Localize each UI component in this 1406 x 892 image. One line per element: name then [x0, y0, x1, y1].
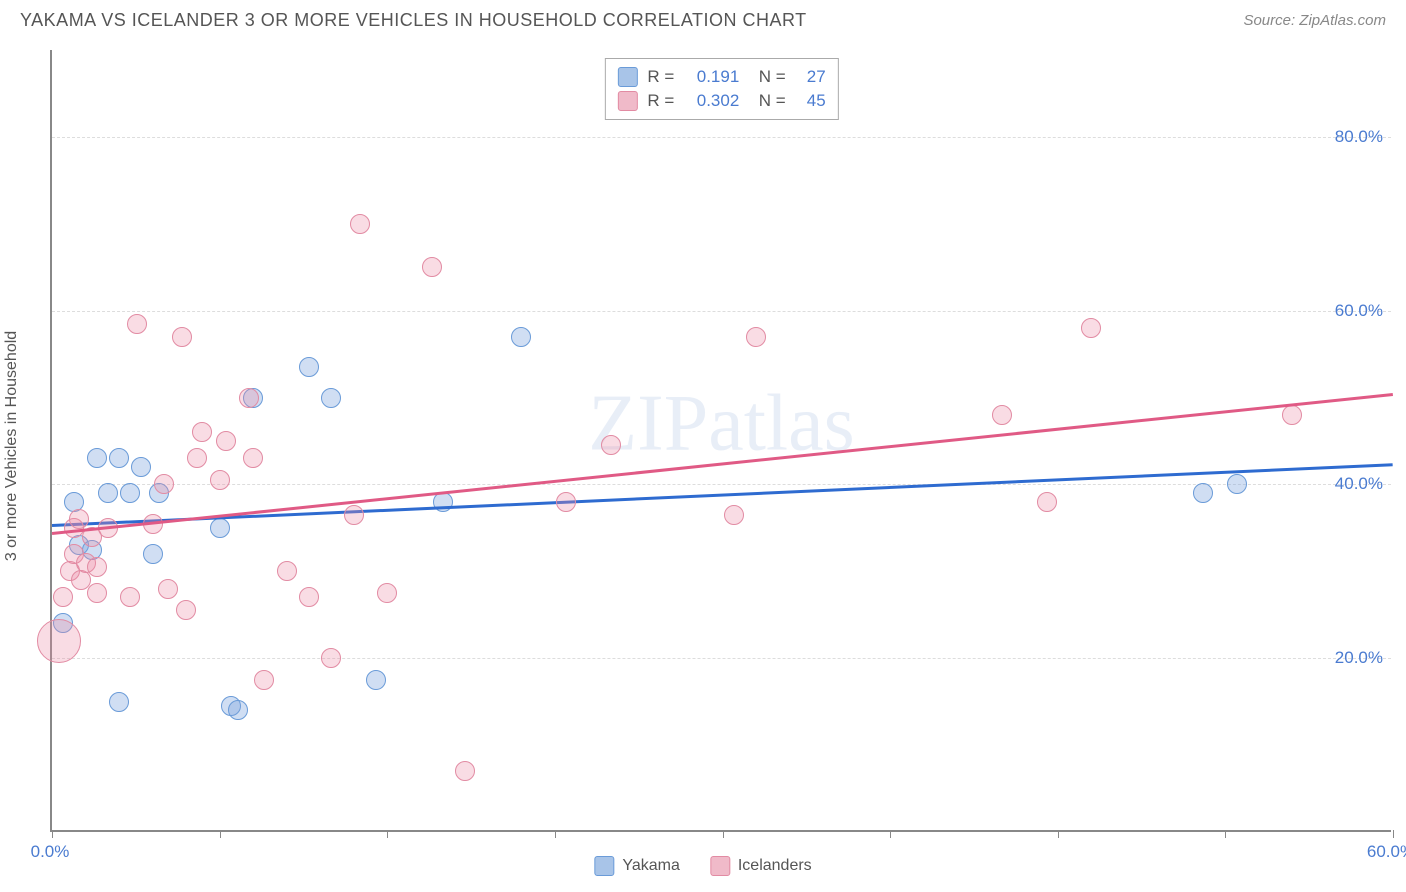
data-point	[1282, 405, 1302, 425]
data-point	[87, 448, 107, 468]
watermark-text: ZIPatlas	[588, 379, 855, 470]
x-tick	[555, 830, 556, 838]
data-point	[120, 587, 140, 607]
data-point	[556, 492, 576, 512]
data-point	[321, 648, 341, 668]
data-point	[243, 448, 263, 468]
series-swatch	[617, 67, 637, 87]
r-label: R =	[647, 91, 674, 111]
data-point	[53, 587, 73, 607]
data-point	[350, 214, 370, 234]
series-swatch	[617, 91, 637, 111]
x-tick	[387, 830, 388, 838]
x-tick	[220, 830, 221, 838]
data-point	[187, 448, 207, 468]
n-value: 45	[796, 91, 826, 111]
data-point	[143, 544, 163, 564]
gridline	[52, 311, 1391, 312]
data-point	[87, 583, 107, 603]
data-point	[1227, 474, 1247, 494]
data-point	[377, 583, 397, 603]
data-point	[422, 257, 442, 277]
data-point	[131, 457, 151, 477]
gridline	[52, 484, 1391, 485]
n-value: 27	[796, 67, 826, 87]
legend-swatch	[710, 856, 730, 876]
legend-swatch	[594, 856, 614, 876]
data-point	[724, 505, 744, 525]
data-point	[210, 518, 230, 538]
y-tick-label: 60.0%	[1335, 301, 1383, 321]
data-point	[1081, 318, 1101, 338]
data-point	[254, 670, 274, 690]
data-point	[746, 327, 766, 347]
data-point	[992, 405, 1012, 425]
gridline	[52, 137, 1391, 138]
x-tick	[723, 830, 724, 838]
legend-item: Yakama	[594, 856, 680, 876]
data-point	[299, 587, 319, 607]
data-point	[172, 327, 192, 347]
legend-label: Yakama	[622, 857, 680, 875]
x-tick	[890, 830, 891, 838]
n-label: N =	[749, 67, 785, 87]
data-point	[69, 509, 89, 529]
data-point	[321, 388, 341, 408]
r-value: 0.302	[684, 91, 739, 111]
data-point	[87, 557, 107, 577]
stats-row: R = 0.302 N = 45	[617, 89, 825, 113]
header: YAKAMA VS ICELANDER 3 OR MORE VEHICLES I…	[0, 0, 1406, 39]
data-point	[109, 448, 129, 468]
data-point	[154, 474, 174, 494]
data-point	[1193, 483, 1213, 503]
trend-line	[52, 463, 1393, 526]
data-point	[98, 483, 118, 503]
x-tick	[52, 830, 53, 838]
y-tick-label: 20.0%	[1335, 648, 1383, 668]
data-point	[158, 579, 178, 599]
data-point	[344, 505, 364, 525]
legend-item: Icelanders	[710, 856, 812, 876]
data-point	[210, 470, 230, 490]
x-tick	[1058, 830, 1059, 838]
data-point	[216, 431, 236, 451]
stats-row: R = 0.191 N = 27	[617, 65, 825, 89]
data-point	[601, 435, 621, 455]
data-point	[228, 700, 248, 720]
data-point	[176, 600, 196, 620]
data-point	[120, 483, 140, 503]
legend: Yakama Icelanders	[594, 856, 811, 876]
r-label: R =	[647, 67, 674, 87]
y-tick-label: 40.0%	[1335, 474, 1383, 494]
data-point	[239, 388, 259, 408]
data-point	[455, 761, 475, 781]
legend-label: Icelanders	[738, 857, 812, 875]
gridline	[52, 658, 1391, 659]
y-axis-label: 3 or more Vehicles in Household	[3, 331, 21, 561]
data-point	[37, 619, 81, 663]
x-tick	[1393, 830, 1394, 838]
data-point	[277, 561, 297, 581]
x-tick	[1225, 830, 1226, 838]
x-tick-label: 60.0%	[1367, 842, 1406, 862]
data-point	[127, 314, 147, 334]
data-point	[109, 692, 129, 712]
r-value: 0.191	[684, 67, 739, 87]
data-point	[511, 327, 531, 347]
data-point	[366, 670, 386, 690]
x-tick-label: 0.0%	[31, 842, 70, 862]
scatter-chart: ZIPatlas R = 0.191 N = 27 R = 0.302 N = 45 20…	[50, 50, 1391, 832]
data-point	[1037, 492, 1057, 512]
y-tick-label: 80.0%	[1335, 127, 1383, 147]
correlation-stats-box: R = 0.191 N = 27 R = 0.302 N = 45	[604, 58, 838, 120]
chart-title: YAKAMA VS ICELANDER 3 OR MORE VEHICLES I…	[20, 10, 807, 31]
data-point	[299, 357, 319, 377]
data-point	[192, 422, 212, 442]
source-attribution: Source: ZipAtlas.com	[1243, 12, 1386, 29]
n-label: N =	[749, 91, 785, 111]
